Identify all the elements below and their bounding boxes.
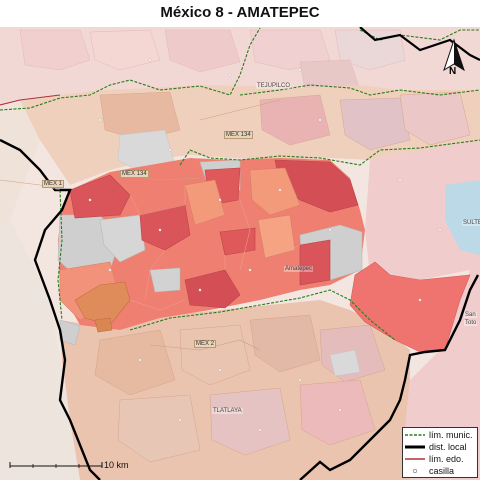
- scale-label: 10 km: [104, 460, 129, 470]
- legend: lím. munic. dist. local lím. edo. casill…: [402, 427, 478, 478]
- legend-item-state: lím. edo.: [405, 454, 477, 465]
- district-line-icon: [405, 445, 425, 449]
- section-dark: [69, 174, 131, 219]
- section-gray: [99, 214, 146, 263]
- section-light: [257, 214, 296, 259]
- region-cell: [117, 394, 201, 463]
- state-line-icon: [405, 458, 425, 460]
- place-label-toto: Toto: [464, 320, 478, 326]
- state-boundary: [0, 94, 61, 106]
- place-label-sultepec: SULTE: [462, 220, 480, 226]
- legend-item-district: dist. local: [405, 442, 477, 453]
- highway-label: MEX 2: [194, 340, 217, 348]
- section-dark: [184, 269, 241, 309]
- legend-label: lím. edo.: [429, 454, 464, 464]
- north-arrow: N: [440, 38, 468, 84]
- legend-label: lím. munic.: [429, 430, 473, 440]
- region-cell: [89, 29, 161, 71]
- polling-dot-icon: [412, 468, 418, 474]
- section-orange: [94, 317, 113, 333]
- legend-item-municipal: lím. munic.: [405, 430, 477, 441]
- highway-label: MEX 134: [120, 170, 149, 178]
- municipal-boundaries: [0, 27, 480, 341]
- scale-bar: [6, 454, 136, 474]
- legend-item-casilla: casilla: [405, 466, 477, 477]
- region-cell: [299, 379, 376, 446]
- section-boundaries: [129, 185, 301, 311]
- water-body: [445, 180, 480, 255]
- place-label-amatepec: Amatepec: [284, 266, 314, 272]
- region-west-outside: [0, 220, 80, 480]
- place-label-san: San: [464, 312, 477, 318]
- region-cell: [94, 329, 176, 396]
- district-boundary: [359, 27, 480, 61]
- section-gray: [149, 267, 181, 293]
- district-boundary: [0, 138, 101, 480]
- region-cell: [399, 91, 471, 146]
- section-light: [249, 167, 301, 216]
- region-cell: [339, 97, 411, 151]
- legend-label: dist. local: [429, 442, 467, 452]
- north-arrow-icon: [443, 38, 465, 72]
- district-boundary: [299, 274, 480, 480]
- highway-label: MEX 1: [42, 180, 65, 188]
- region-cell: [209, 387, 291, 456]
- region-cell: [259, 94, 331, 146]
- place-label-tejupilco: TEJUPILCO: [256, 83, 292, 89]
- section-east-large: [349, 261, 471, 353]
- map-canvas: [0, 27, 480, 480]
- section-dark: [219, 227, 256, 256]
- region-cell: [164, 29, 241, 73]
- polling-dots: [88, 58, 442, 432]
- municipal-line-icon: [405, 434, 425, 436]
- north-label: N: [449, 66, 457, 77]
- region-cell: [334, 29, 406, 71]
- region-cell: [249, 314, 321, 373]
- section-dark: [299, 239, 331, 286]
- highway-label: MEX 134: [224, 131, 253, 139]
- legend-label: casilla: [429, 466, 455, 476]
- region-cell: [19, 29, 91, 71]
- region-cell: [329, 349, 361, 377]
- section-light: [184, 179, 226, 226]
- map-title: México 8 - AMATEPEC: [160, 4, 320, 21]
- place-label-tlatlaya: TLATLAYA: [212, 408, 243, 414]
